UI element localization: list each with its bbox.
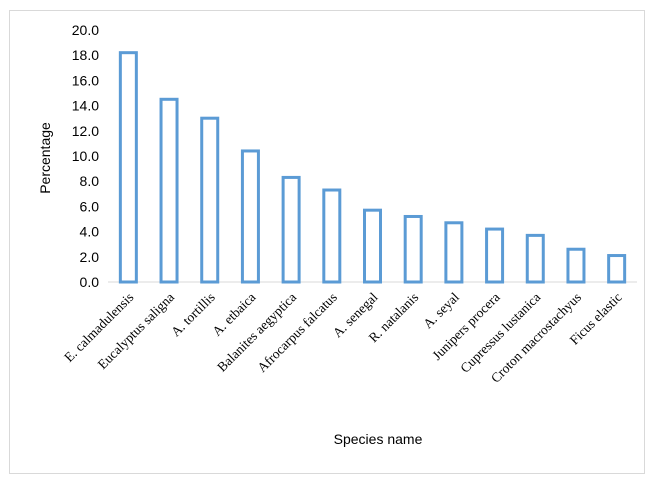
bar [118, 51, 138, 284]
y-tick-label: 10.0 [72, 148, 99, 164]
y-axis-title: Percentage [37, 122, 53, 194]
bar [444, 221, 464, 284]
category-label: Eucalyptus saligna [95, 290, 177, 372]
category-label: A. tortillis [168, 290, 218, 340]
y-tick-label: 18.0 [72, 47, 99, 63]
y-tick-label: 0.0 [80, 274, 100, 290]
y-axis-ticks: 0.0 2.0 4.0 6.0 8.0 10.0 12.0 14.0 16.0 18.0 20.0 [72, 22, 99, 290]
y-tick-label: 6.0 [80, 198, 100, 214]
bar [322, 188, 342, 284]
x-axis-title: Species name [334, 431, 423, 447]
bars [118, 51, 627, 284]
y-tick-label: 4.0 [80, 224, 100, 240]
bar [281, 175, 301, 284]
bar [403, 214, 423, 284]
y-tick-label: 8.0 [80, 173, 100, 189]
bar [607, 254, 627, 284]
y-tick-label: 14.0 [72, 98, 99, 114]
category-label: E. calmadulensis [61, 290, 136, 365]
bar [525, 233, 545, 284]
y-tick-label: 12.0 [72, 123, 99, 139]
category-label: Afrocarpus falcatus [254, 290, 340, 376]
y-tick-label: 16.0 [72, 72, 99, 88]
y-tick-label: 2.0 [80, 249, 100, 265]
bar [200, 116, 220, 284]
bar [566, 247, 586, 284]
bar [240, 149, 260, 284]
bar [485, 227, 505, 284]
y-tick-label: 20.0 [72, 22, 99, 38]
bar [159, 97, 179, 284]
bar [363, 208, 382, 284]
